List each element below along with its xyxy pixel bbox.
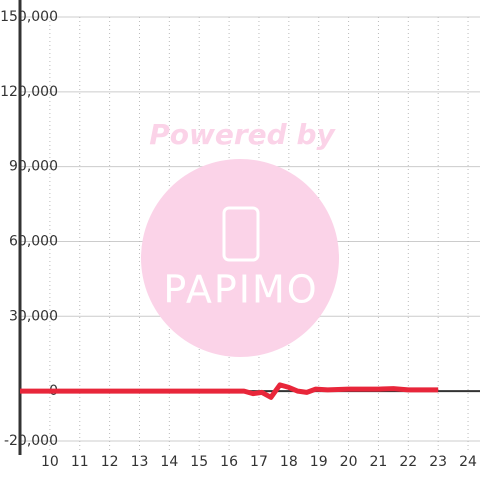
x-tick-label: 19 (310, 454, 328, 470)
y-tick-label: 150,000 (0, 9, 58, 25)
watermark-text: Powered by (149, 118, 336, 151)
x-tick-label: 21 (370, 454, 388, 470)
x-tick-label: 23 (429, 454, 447, 470)
x-tick-label: 16 (220, 454, 238, 470)
y-tick-label: -20,000 (4, 433, 58, 449)
watermark: Powered by PAPIMO (141, 118, 339, 357)
x-tick-label: 11 (71, 454, 89, 470)
watermark-logo: PAPIMO (163, 268, 318, 312)
x-tick-label: 13 (131, 454, 149, 470)
watermark-icon (222, 206, 260, 262)
x-tick-label: 20 (340, 454, 358, 470)
y-tick-label: 120,000 (0, 84, 58, 100)
y-tick-label: 30,000 (9, 308, 58, 324)
y-tick-label: 60,000 (9, 233, 58, 249)
y-tick-label: 90,000 (9, 159, 58, 175)
x-tick-label: 10 (41, 454, 59, 470)
x-tick-label: 17 (250, 454, 268, 470)
data-line (20, 382, 439, 400)
x-tick-label: 24 (459, 454, 477, 470)
watermark-circle (141, 159, 339, 357)
x-tick-label: 12 (101, 454, 119, 470)
x-tick-label: 18 (280, 454, 298, 470)
x-tick-label: 22 (399, 454, 417, 470)
x-tick-label: 15 (190, 454, 208, 470)
x-tick-label: 14 (160, 454, 178, 470)
